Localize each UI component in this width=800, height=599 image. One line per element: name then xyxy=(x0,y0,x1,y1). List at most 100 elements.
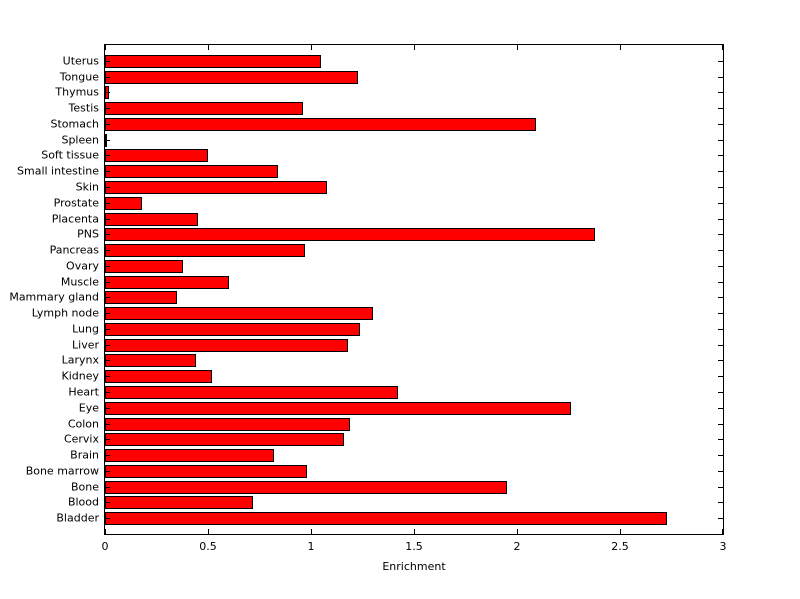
x-tick-label: 0 xyxy=(101,540,109,553)
y-tick-label: Placenta xyxy=(51,212,99,226)
y-tick-label: Stomach xyxy=(50,117,99,131)
y-tick-mark xyxy=(105,140,110,141)
bar xyxy=(105,496,253,509)
bar xyxy=(105,118,536,131)
y-tick-mark xyxy=(105,345,110,346)
bar xyxy=(105,102,303,115)
bar xyxy=(105,197,142,210)
x-tick-mark xyxy=(414,45,415,50)
y-axis-labels: Uterus Tongue Thymus Testis Stomach Spleen Sof… xyxy=(0,45,99,534)
y-tick-mark xyxy=(718,92,723,93)
y-tick-label: Lymph node xyxy=(31,306,99,320)
x-tick-label: 2 xyxy=(513,540,521,553)
y-tick-mark xyxy=(718,502,723,503)
y-tick-mark xyxy=(718,187,723,188)
y-tick-mark xyxy=(718,345,723,346)
x-tick-mark xyxy=(311,45,312,50)
y-tick-mark xyxy=(105,424,110,425)
y-tick-mark xyxy=(718,250,723,251)
bar xyxy=(105,213,198,226)
y-tick-mark xyxy=(105,61,110,62)
y-tick-mark xyxy=(718,155,723,156)
y-tick-mark xyxy=(718,376,723,377)
x-tick-label: 1.5 xyxy=(405,540,423,553)
x-tick-mark xyxy=(105,529,106,534)
x-tick-mark xyxy=(311,529,312,534)
y-tick-label: Bone marrow xyxy=(25,464,99,478)
y-tick-mark xyxy=(105,455,110,456)
y-tick-mark xyxy=(105,392,110,393)
y-tick-mark xyxy=(105,77,110,78)
x-tick-mark xyxy=(517,45,518,50)
bar xyxy=(105,402,571,415)
bar xyxy=(105,165,278,178)
bar xyxy=(105,449,274,462)
y-tick-mark xyxy=(105,439,110,440)
y-tick-label: Small intestine xyxy=(17,164,99,178)
y-tick-label: Pancreas xyxy=(49,243,99,257)
bar xyxy=(105,323,360,336)
y-tick-mark xyxy=(105,313,110,314)
y-tick-mark xyxy=(105,266,110,267)
y-tick-label: Kidney xyxy=(61,369,99,383)
y-tick-mark xyxy=(718,329,723,330)
bar xyxy=(105,481,507,494)
bar xyxy=(105,433,344,446)
y-tick-mark xyxy=(718,219,723,220)
y-tick-mark xyxy=(105,92,110,93)
y-tick-label: Ovary xyxy=(66,259,99,273)
bar xyxy=(105,307,373,320)
y-tick-mark xyxy=(718,297,723,298)
y-tick-mark xyxy=(718,140,723,141)
y-tick-label: Lung xyxy=(72,322,99,336)
bar xyxy=(105,244,305,257)
y-tick-label: Blood xyxy=(67,495,99,509)
y-tick-mark xyxy=(105,219,110,220)
x-tick-mark xyxy=(414,529,415,534)
y-tick-label: Larynx xyxy=(61,353,99,367)
y-tick-mark xyxy=(105,155,110,156)
bar xyxy=(105,354,196,367)
y-tick-mark xyxy=(105,108,110,109)
bar xyxy=(105,55,321,68)
y-tick-mark xyxy=(718,203,723,204)
x-tick-label: 1 xyxy=(307,540,315,553)
y-tick-label: Tongue xyxy=(59,70,99,84)
y-tick-label: PNS xyxy=(77,227,99,241)
y-tick-mark xyxy=(718,61,723,62)
y-tick-mark xyxy=(718,518,723,519)
y-tick-label: Eye xyxy=(78,401,99,415)
x-tick-mark xyxy=(722,45,723,50)
y-tick-mark xyxy=(718,455,723,456)
y-tick-mark xyxy=(105,187,110,188)
y-tick-mark xyxy=(718,313,723,314)
y-tick-mark xyxy=(718,234,723,235)
y-tick-mark xyxy=(105,360,110,361)
y-tick-mark xyxy=(105,376,110,377)
y-tick-mark xyxy=(105,171,110,172)
bar xyxy=(105,386,398,399)
y-tick-mark xyxy=(105,471,110,472)
y-tick-mark xyxy=(718,282,723,283)
y-tick-mark xyxy=(718,424,723,425)
y-tick-label: Liver xyxy=(72,338,99,352)
y-tick-label: Soft tissue xyxy=(41,148,99,162)
y-tick-label: Bone xyxy=(70,480,99,494)
bar xyxy=(105,260,183,273)
y-tick-label: Skin xyxy=(75,180,99,194)
y-tick-mark xyxy=(105,297,110,298)
x-axis-title: Enrichment xyxy=(382,560,446,573)
y-tick-label: Bladder xyxy=(56,511,99,525)
bar xyxy=(105,276,229,289)
y-tick-label: Mammary gland xyxy=(9,290,99,304)
x-tick-mark xyxy=(208,45,209,50)
y-tick-label: Cervix xyxy=(63,432,99,446)
x-tick-mark xyxy=(105,45,106,50)
bar xyxy=(105,71,358,84)
x-axis-tick-labels: 0 0.5 1 1.5 2 2.5 3 xyxy=(101,540,727,555)
bar xyxy=(105,370,212,383)
y-tick-mark xyxy=(105,282,110,283)
y-tick-mark xyxy=(718,266,723,267)
y-tick-mark xyxy=(718,171,723,172)
x-tick-mark xyxy=(517,529,518,534)
